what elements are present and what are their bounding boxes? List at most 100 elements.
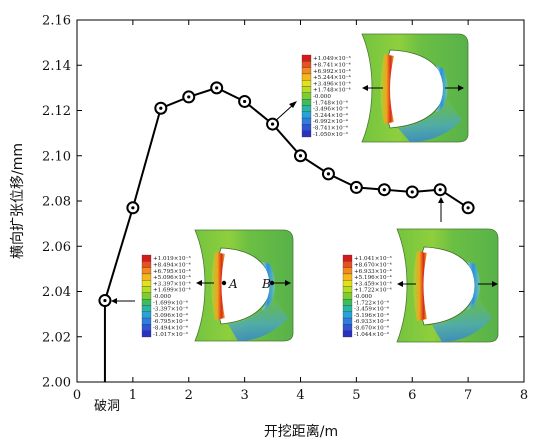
legend-value: -6.795×10⁻⁴ xyxy=(153,318,189,325)
legend-value: -5.096×10⁻⁴ xyxy=(153,312,189,319)
y-axis-title: 横向扩张位移/mm xyxy=(10,143,26,259)
legend-swatch xyxy=(301,73,312,81)
legend-swatch xyxy=(141,330,152,338)
y-tick-label: 2.12 xyxy=(42,104,71,119)
arrowhead-right-3 xyxy=(492,281,498,287)
y-tick-label: 2.14 xyxy=(42,59,71,74)
legend-swatch xyxy=(301,67,312,75)
legend-swatch xyxy=(301,111,312,119)
contour-legend-2: +1.019×10⁻³+8.494×10⁻⁴+6.795×10⁻⁴+5.096×… xyxy=(141,254,191,338)
legend-value: +8.741×10⁻⁴ xyxy=(313,61,351,68)
legend-value: -8.670×10⁻⁴ xyxy=(354,325,390,332)
model-left-rim-3 xyxy=(413,251,427,321)
model-bottom-band-2 xyxy=(228,298,288,341)
legend-swatch xyxy=(141,280,152,287)
pointer-arrowhead-inset-2 xyxy=(111,298,117,304)
x-tick-label: 0 xyxy=(73,388,81,403)
legend-value: +8.670×10⁻⁴ xyxy=(354,261,392,268)
legend-swatch xyxy=(301,61,312,68)
legend-value: +6.933×10⁻⁴ xyxy=(354,268,392,275)
data-point-center xyxy=(215,86,219,90)
arrowhead-right-2 xyxy=(285,280,291,286)
legend-swatch xyxy=(342,292,353,300)
x-tick-label: 5 xyxy=(352,388,360,403)
y-tick-label: 2.04 xyxy=(42,285,71,300)
data-point-center xyxy=(243,99,247,104)
legend-value: +5.196×10⁻⁴ xyxy=(354,274,392,281)
legend-value: +1.019×10⁻³ xyxy=(153,255,191,262)
legend-value: -5.196×10⁻⁴ xyxy=(354,312,390,319)
legend-swatch xyxy=(301,105,312,112)
legend-value: -1.722×10⁻⁴ xyxy=(354,299,390,306)
data-point-center xyxy=(438,188,442,192)
axis-ticks xyxy=(76,19,525,383)
data-point-center xyxy=(410,190,414,194)
y-tick-labels: 2.00 2.02 2.04 2.06 2.08 2.10 2.12 2.14 2.16 xyxy=(42,14,71,391)
legend-value: -6.933×10⁻⁴ xyxy=(354,318,390,325)
legend-swatch xyxy=(141,273,152,281)
legend-value: -1.044×10⁻³ xyxy=(354,331,389,338)
legend-value: +3.496×10⁻⁴ xyxy=(313,80,351,87)
y-tick-label: 2.10 xyxy=(42,149,71,164)
legend-value: +1.041×10⁻³ xyxy=(354,255,392,262)
x-tick-label: 2 xyxy=(185,388,193,403)
legend-value: -8.741×10⁻⁴ xyxy=(313,125,349,132)
legend-value: +1.748×10⁻⁴ xyxy=(313,87,351,94)
y-tick-label: 2.02 xyxy=(42,330,71,345)
legend-swatch xyxy=(301,124,312,131)
x-tick-label: 1 xyxy=(129,388,137,403)
pointer-arrowhead-inset-1 xyxy=(289,101,297,108)
legend-value: +6.992×10⁻⁴ xyxy=(313,68,351,75)
data-point-center xyxy=(131,206,135,210)
legend-swatch xyxy=(141,299,152,306)
legend-value: +1.722×10⁻⁴ xyxy=(354,287,392,294)
contour-legend-1: +1.049×10⁻³+8.741×10⁻⁴+6.992×10⁻⁴+5.244×… xyxy=(301,54,351,138)
legend-swatch xyxy=(141,317,152,325)
legend-swatch xyxy=(301,54,312,62)
arrowhead-right-1 xyxy=(458,85,464,91)
legend-value: -6.992×10⁻⁴ xyxy=(313,118,349,125)
legend-swatch xyxy=(301,92,312,100)
legend-value: -1.017×10⁻³ xyxy=(153,331,188,338)
legend-value: +1.049×10⁻³ xyxy=(313,55,351,62)
data-point-center xyxy=(187,95,191,99)
data-point-center xyxy=(382,188,386,192)
legend-value: -0.000 xyxy=(153,294,171,300)
legend-value: -0.000 xyxy=(313,94,331,100)
legend-value: -3.496×10⁻⁴ xyxy=(313,106,349,113)
pointer-arrowhead-inset-3 xyxy=(438,197,444,203)
point-b-label: B xyxy=(261,277,271,291)
data-point-center xyxy=(103,298,107,303)
legend-value: +1.699×10⁻⁴ xyxy=(153,287,191,294)
fe-model-inset-2: +1.019×10⁻³+8.494×10⁻⁴+6.795×10⁻⁴+5.096×… xyxy=(141,229,294,342)
legend-swatch xyxy=(141,311,152,319)
x-tick-label: 3 xyxy=(240,388,248,403)
contour-legend-3: +1.041×10⁻³+8.670×10⁻⁴+6.933×10⁻⁴+5.196×… xyxy=(342,254,392,338)
legend-swatch xyxy=(342,317,353,325)
model-left-rim-1 xyxy=(380,54,394,124)
legend-swatch xyxy=(141,324,152,331)
point-a-marker xyxy=(221,280,227,286)
model-bottom-band-1 xyxy=(398,100,462,142)
legend-swatch xyxy=(301,80,312,87)
y-tick-label: 2.08 xyxy=(42,195,71,210)
legend-value: -5.244×10⁻⁴ xyxy=(313,112,349,119)
legend-value: +8.494×10⁻⁴ xyxy=(153,261,191,268)
x-tick-labels: 0 1 2 3 4 5 6 7 8 xyxy=(73,388,528,403)
legend-swatch xyxy=(342,286,353,293)
legend-swatch xyxy=(141,292,152,300)
series-displacement xyxy=(98,81,475,382)
legend-swatch xyxy=(141,305,152,312)
model-right-rim-3 xyxy=(467,262,480,310)
model-right-rim-1 xyxy=(436,66,448,112)
legend-value: -3.459×10⁻⁴ xyxy=(354,306,390,313)
legend-swatch xyxy=(342,324,353,331)
legend-swatch xyxy=(301,130,312,138)
legend-swatch xyxy=(141,267,152,275)
legend-swatch xyxy=(141,286,152,293)
x-tick-label: 8 xyxy=(520,388,528,403)
legend-value: -1.050×10⁻³ xyxy=(313,131,348,138)
legend-swatch xyxy=(342,305,353,312)
data-point-center xyxy=(298,154,303,158)
legend-swatch xyxy=(342,311,353,319)
